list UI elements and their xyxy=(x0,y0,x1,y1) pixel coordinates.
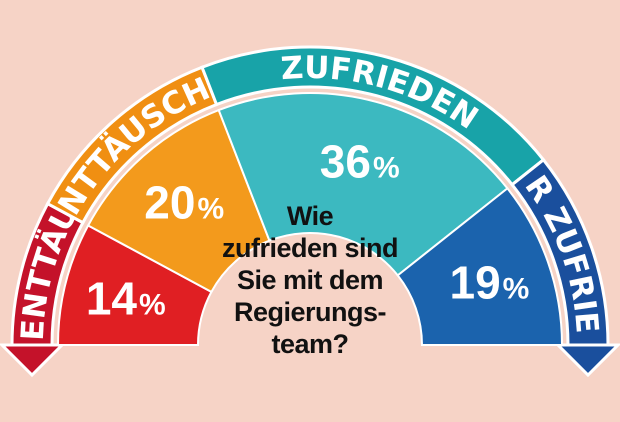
value-label: 36% xyxy=(320,136,400,188)
question-line: Sie mit dem xyxy=(236,265,384,295)
question-line: team? xyxy=(271,329,349,359)
question-line: zufrieden sind xyxy=(221,233,399,263)
segment xyxy=(396,186,564,346)
segments xyxy=(56,92,564,346)
segment xyxy=(86,108,271,294)
value-label: 14% xyxy=(86,273,166,325)
question-line: Wie xyxy=(286,201,334,231)
segment xyxy=(217,92,509,277)
question-line: Regierungs- xyxy=(233,297,387,327)
value-labels: 14% 20% 36% 19% xyxy=(86,136,530,325)
chart-question: Wie zufrieden sind Sie mit dem Regierung… xyxy=(178,200,442,360)
value-label: 20% xyxy=(144,177,224,229)
arrow-left-icon xyxy=(0,343,66,378)
value-label: 19% xyxy=(449,256,529,308)
arrow-right-icon xyxy=(554,343,620,378)
